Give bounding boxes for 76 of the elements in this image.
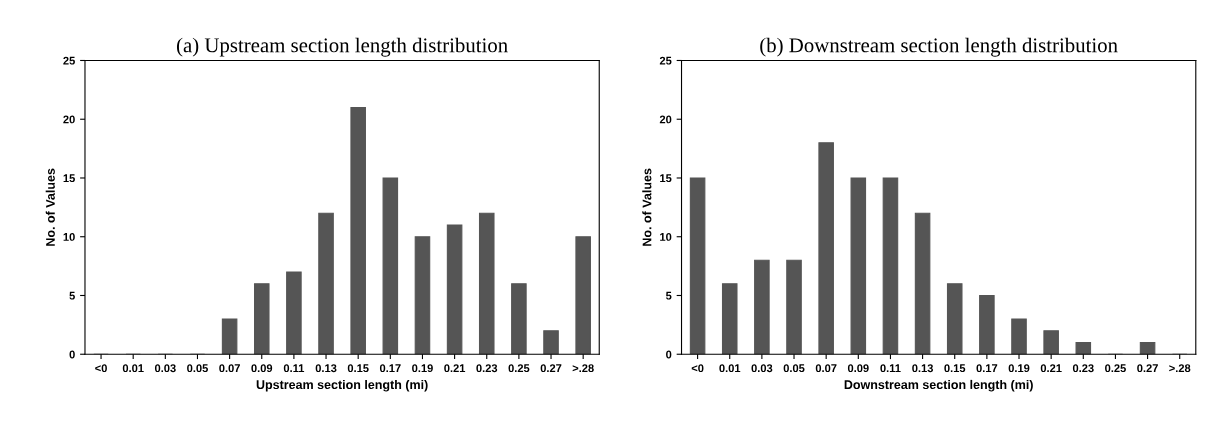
y-tick-label: 5 <box>665 291 672 300</box>
x-tick-label: 0.19 <box>412 364 433 373</box>
bar <box>382 177 399 355</box>
x-tick-label: 0.23 <box>1072 364 1094 373</box>
y-tick-label: 25 <box>659 56 672 65</box>
y-tick-label: 15 <box>63 174 75 183</box>
y-tick-label: 10 <box>660 233 672 241</box>
y-tick-label: 20 <box>63 115 75 124</box>
x-tick-label: 0.05 <box>783 364 805 373</box>
x-tick-label: 0.07 <box>815 364 837 373</box>
bar <box>946 283 963 355</box>
chart-title: (a) Upstream section length distribution <box>176 37 508 57</box>
bar <box>286 271 302 355</box>
x-tick-label: 0.17 <box>976 364 998 373</box>
y-tick-label: 25 <box>63 56 75 65</box>
y-tick-label: 20 <box>659 115 672 124</box>
y-tick-label: 10 <box>63 233 75 241</box>
bar <box>882 177 899 355</box>
y-tick-label: 15 <box>660 174 672 183</box>
x-tick-label: 0.05 <box>187 364 208 373</box>
x-tick-label: 0.07 <box>219 364 240 373</box>
bar <box>689 177 706 355</box>
bar <box>979 294 995 355</box>
bar <box>414 236 431 355</box>
x-tick-label: 0.13 <box>912 364 933 373</box>
x-axis-title: Downstream section length (mi) <box>844 379 1033 392</box>
x-tick-label: 0.03 <box>751 364 773 373</box>
bar <box>446 224 463 355</box>
x-tick-label: 0.13 <box>315 364 337 373</box>
x-tick-label: 0.27 <box>540 364 562 373</box>
x-tick-label: 0.09 <box>847 364 869 373</box>
x-tick-label: 0.21 <box>1040 364 1062 373</box>
x-tick-label: 0.23 <box>476 364 498 373</box>
x-tick-label: >.28 <box>1169 364 1191 373</box>
bar <box>1139 341 1156 355</box>
y-tick-label: 0 <box>69 350 75 359</box>
x-tick-label: 0.11 <box>880 364 901 373</box>
x-tick-label: >.28 <box>572 364 594 373</box>
x-tick-label: 0.25 <box>508 364 530 373</box>
bar <box>318 212 334 355</box>
x-tick-label: 0.27 <box>1137 364 1158 373</box>
bar <box>1043 330 1059 355</box>
x-tick-label: 0.01 <box>122 364 144 373</box>
bar <box>914 212 931 355</box>
bar <box>1075 341 1092 355</box>
x-tick-label: 0.03 <box>154 364 176 373</box>
x-tick-label: 0.21 <box>444 364 466 373</box>
x-tick-label: <0 <box>95 364 107 373</box>
bar <box>253 283 270 355</box>
bar <box>786 259 802 355</box>
chart-title: (b) Downstream section length distribution <box>760 37 1118 57</box>
bar <box>350 106 366 355</box>
bar <box>754 259 770 355</box>
x-tick-label: 0.01 <box>719 364 741 373</box>
y-axis-title: No. of Values <box>642 168 652 246</box>
bar <box>721 283 738 355</box>
bar <box>478 212 495 355</box>
y-tick-label: 5 <box>69 291 75 300</box>
bar <box>543 330 559 355</box>
bar <box>575 236 591 355</box>
x-tick-label: 0.09 <box>251 364 273 373</box>
x-tick-label: 0.15 <box>347 364 369 373</box>
x-axis-title: Upstream section length (mi) <box>256 379 428 392</box>
y-tick-label: 0 <box>666 350 672 359</box>
x-tick-label: 0.19 <box>1008 364 1030 373</box>
y-axis-title: No. of Values <box>45 168 55 246</box>
bar <box>850 177 867 355</box>
bar <box>818 142 834 355</box>
bar <box>221 318 238 355</box>
x-tick-label: 0.11 <box>283 364 305 373</box>
x-tick-label: 0.15 <box>944 364 966 373</box>
bar <box>1011 318 1027 355</box>
x-tick-label: <0 <box>691 364 704 373</box>
bar <box>511 283 527 355</box>
x-tick-label: 0.17 <box>379 364 401 373</box>
x-tick-label: 0.25 <box>1105 364 1126 373</box>
